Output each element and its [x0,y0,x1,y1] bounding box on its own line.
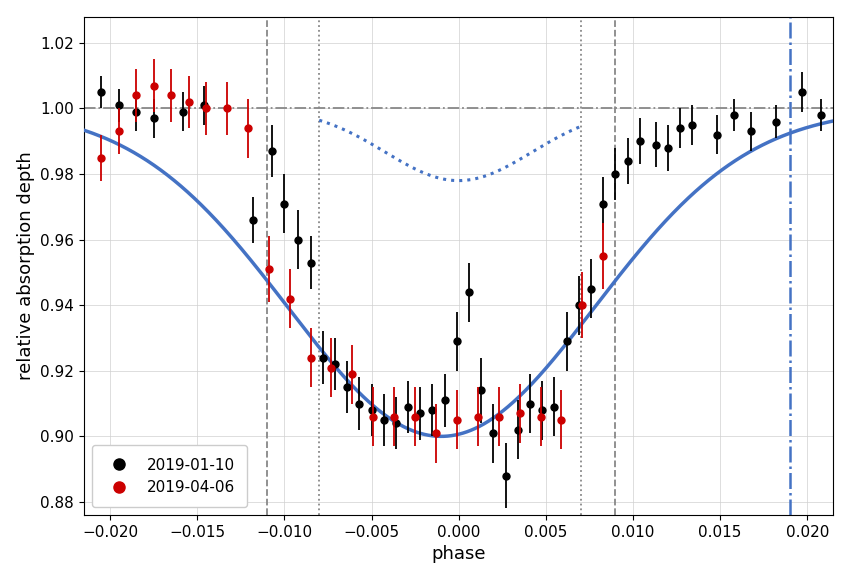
X-axis label: phase: phase [432,545,486,563]
Legend: 2019-01-10, 2019-04-06: 2019-01-10, 2019-04-06 [92,445,247,508]
Y-axis label: relative absorption depth: relative absorption depth [17,151,35,380]
